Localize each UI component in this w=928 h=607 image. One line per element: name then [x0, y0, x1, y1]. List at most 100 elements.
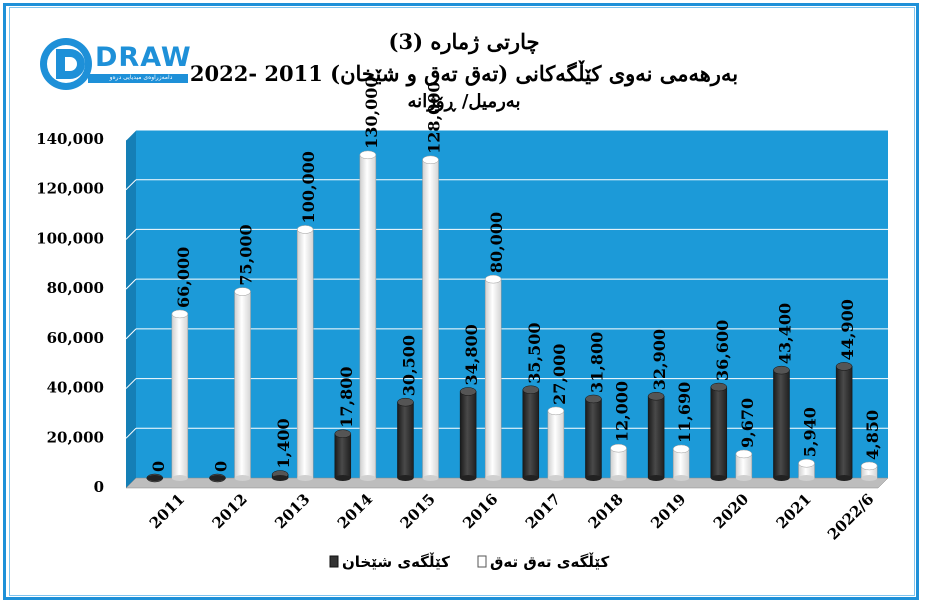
data-label: 9,670: [738, 398, 757, 448]
bar-cap: [773, 365, 790, 375]
data-label: 35,500: [525, 323, 544, 384]
x-tick-label: 2019: [647, 490, 689, 532]
bar-cap: [672, 444, 690, 454]
bar-body: [710, 386, 728, 479]
x-tick-label: 2012: [209, 490, 251, 532]
bar-base: [610, 475, 627, 481]
data-label: 100,000: [299, 151, 318, 223]
bar-body: [585, 398, 602, 479]
data-label: 36,600: [713, 320, 732, 381]
bar-taq-taq: [359, 150, 377, 481]
bar-body: [359, 154, 377, 479]
data-label: 34,800: [462, 324, 481, 385]
grid-line-side: [125, 278, 137, 290]
legend-swatch-sheikhan: [329, 555, 339, 568]
bar-body: [334, 433, 352, 479]
y-tick-label: 20,000: [47, 428, 104, 446]
data-label: 17,800: [337, 367, 356, 428]
data-label: 11,690: [675, 382, 694, 443]
legend-swatch-taq-taq: [477, 555, 487, 568]
bar-base: [735, 475, 752, 481]
bar-base: [422, 475, 439, 481]
bar-base: [585, 475, 602, 481]
bar-taq-taq: [234, 287, 251, 481]
bar-base: [334, 475, 351, 481]
plot-background: [136, 130, 888, 478]
grid-line-side: [125, 179, 137, 191]
bar-taq-taq: [171, 309, 189, 481]
bar-cap: [835, 362, 853, 371]
bar-sheikhan: [522, 385, 540, 481]
bar-cap: [547, 406, 565, 416]
x-tick-label: 2017: [522, 490, 564, 532]
bar-base: [234, 475, 251, 481]
bar-body: [234, 291, 251, 479]
y-tick-label: 40,000: [47, 379, 104, 397]
bar-cap: [334, 429, 352, 439]
bar-body: [397, 401, 414, 479]
y-tick-label: 100,000: [36, 229, 104, 247]
bar-base: [146, 475, 163, 481]
x-tick-label: 2013: [271, 490, 313, 532]
bar-taq-taq: [798, 458, 815, 481]
bar-sheikhan: [647, 391, 665, 481]
data-label: 30,500: [399, 335, 418, 396]
bar-base: [297, 475, 314, 481]
bar-taq-taq: [610, 443, 627, 481]
inner-frame: [9, 7, 915, 596]
bar-base: [359, 475, 376, 481]
bar-base: [798, 475, 815, 481]
bar-taq-taq: [735, 449, 753, 481]
draw-logo-icon: [40, 38, 188, 90]
data-label: 0: [211, 461, 230, 472]
bar-cap: [585, 394, 602, 404]
data-label: 27,000: [550, 344, 569, 405]
bar-cap: [522, 385, 540, 395]
x-tick-label: 2018: [585, 490, 627, 532]
bar-sheikhan: [773, 365, 790, 481]
y-tick-label: 0: [94, 478, 104, 496]
bar-cap: [359, 150, 377, 160]
x-tick-label: 2020: [710, 490, 752, 532]
bar-base: [272, 475, 289, 481]
bar-sheikhan: [209, 473, 226, 483]
y-tick-label: 140,000: [36, 130, 104, 148]
data-label: 66,000: [174, 247, 193, 308]
bar-sheikhan: [334, 429, 352, 481]
bar-cap: [459, 387, 477, 396]
bar-body: [422, 159, 439, 479]
plot-floor: [125, 477, 889, 489]
bar-body: [647, 395, 665, 479]
bar-body: [171, 313, 189, 479]
bar-cap: [860, 461, 878, 471]
bar-base: [522, 475, 539, 481]
bar-taq-taq: [547, 406, 565, 481]
grid-line-side: [125, 129, 137, 141]
bar-sheikhan: [710, 382, 728, 481]
draw-logo: [36, 36, 192, 92]
data-label: 1,400: [274, 418, 293, 468]
bar-sheikhan: [585, 394, 602, 481]
bar-base: [460, 475, 477, 481]
bar-base: [836, 475, 853, 481]
logo-tagline: دامەزراوەی میدیایی درەو: [109, 74, 173, 81]
bar-body: [459, 391, 477, 479]
bar-body: [522, 389, 540, 479]
bar-base: [209, 475, 226, 481]
x-tick-label: 2014: [334, 490, 376, 532]
bar-cap: [735, 449, 753, 459]
bar-base: [861, 475, 878, 481]
bar-taq-taq: [672, 444, 690, 481]
data-label: 44,900: [838, 299, 857, 360]
bar-base: [485, 475, 502, 481]
bar-taq-taq: [296, 225, 314, 481]
data-label: 130,000: [362, 76, 381, 148]
data-label: 0: [149, 461, 168, 472]
data-label: 4,850: [863, 410, 882, 460]
bar-base: [547, 475, 564, 481]
bar-base: [710, 475, 727, 481]
grid-line-side: [125, 427, 137, 439]
x-tick-label: 2022/6: [824, 490, 878, 544]
bar-body: [672, 448, 690, 479]
bar-sheikhan: [271, 470, 289, 481]
